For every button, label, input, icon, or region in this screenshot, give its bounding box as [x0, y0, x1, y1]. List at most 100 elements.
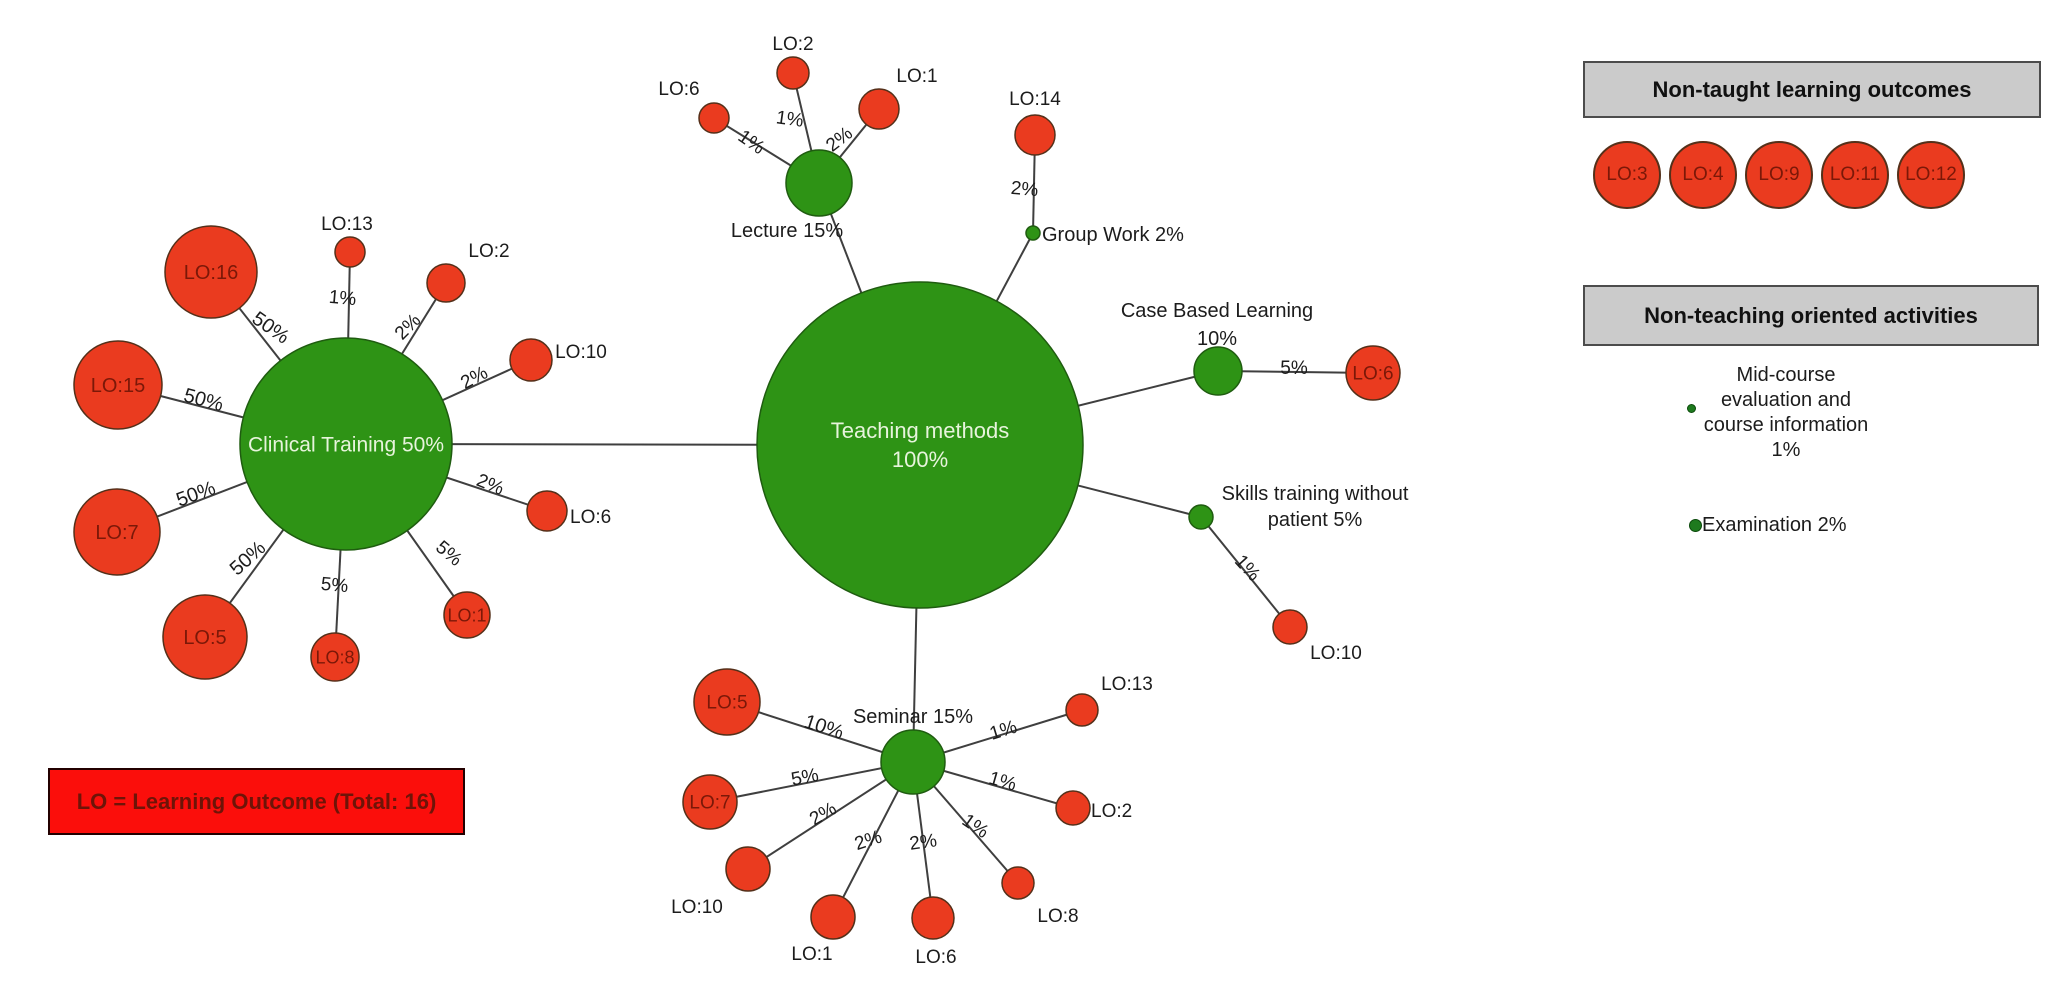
node-lec_lo2 [776, 56, 810, 90]
label-sem_lo8: LO:8 [1037, 906, 1078, 927]
node-teaching [756, 281, 1084, 609]
label-clinical: Clinical Training 50% [248, 433, 444, 456]
label-sem_lo1: LO:1 [791, 944, 832, 965]
examination-label: Examination 2% [1702, 514, 1847, 536]
node-skills [1188, 504, 1214, 530]
edge-label-seminar-sem_lo10: 2% [806, 798, 840, 830]
legend-non-taught-title: Non-taught learning outcomes [1583, 61, 2041, 118]
label-cl_lo2: LO:2 [468, 241, 509, 262]
edge-label-skills-sk_lo10: 1% [1230, 551, 1264, 586]
label-cl_lo6: LO:6 [570, 507, 611, 528]
midcourse-label-line: course information [1703, 414, 1869, 436]
edge-skills-sk_lo10 [1200, 516, 1291, 628]
label-sem_lo5: LO:5 [706, 693, 747, 714]
node-sem_lo13 [1065, 693, 1099, 727]
label-sem_lo2: LO:2 [1091, 801, 1132, 822]
non-taught-lo-lo-11: LO:11 [1821, 141, 1889, 209]
examination-dot-icon [1689, 519, 1702, 532]
node-sem_lo1 [810, 894, 856, 940]
label-seminar: Seminar 15% [853, 706, 973, 728]
label-lec_lo2: LO:2 [772, 34, 813, 55]
edge-label-lecture-lec_lo2: 1% [775, 107, 805, 132]
node-sem_lo6 [911, 896, 955, 940]
label-cl_lo15: LO:15 [91, 375, 145, 397]
node-cl_lo1 [443, 591, 491, 639]
node-cb_lo6 [1345, 345, 1401, 401]
node-sem_lo5 [693, 668, 761, 736]
midcourse-label-line: 1% [1771, 439, 1801, 461]
label-skills: Skills training without patient 5% [1222, 483, 1409, 531]
edge-label-clinical-cl_lo2: 2% [391, 310, 425, 344]
edge-label-seminar-sem_lo5: 10% [801, 711, 846, 744]
node-cl_lo10 [509, 338, 553, 382]
label-lecture: Lecture 15% [731, 220, 844, 242]
node-cl_lo15 [73, 340, 163, 430]
edge-label-casebased-cb_lo6: 5% [1280, 358, 1308, 379]
edge-label-seminar-sem_lo13: 1% [987, 717, 1020, 745]
edge-label-clinical-cl_lo15: 50% [181, 384, 226, 416]
node-sem_lo10 [725, 846, 771, 892]
node-cl_lo13 [334, 236, 366, 268]
edge-label-groupwork-gw_lo14: 2% [1010, 178, 1039, 201]
node-sk_lo10 [1272, 609, 1308, 645]
edge-label-clinical-cl_lo10: 2% [457, 362, 491, 393]
node-groupwork [1025, 225, 1041, 241]
edge-label-clinical-cl_lo13: 1% [328, 287, 357, 310]
edge-seminar-sem_lo10 [747, 761, 914, 870]
node-cl_lo16 [164, 225, 258, 319]
label-sem_lo7: LO:7 [689, 793, 730, 814]
edge-label-seminar-sem_lo2: 1% [986, 768, 1018, 796]
edge-label-seminar-sem_lo8: 1% [958, 810, 993, 843]
label-sem_lo13: LO:13 [1101, 674, 1153, 695]
edge-label-clinical-cl_lo8: 5% [320, 574, 349, 597]
non-taught-lo-lo-4: LO:4 [1669, 141, 1737, 209]
label-cl_lo7: LO:7 [95, 522, 138, 544]
non-taught-lo-lo-12: LO:12 [1897, 141, 1965, 209]
label-cl_lo1: LO:1 [447, 605, 486, 625]
node-cl_lo8 [310, 632, 360, 682]
non-taught-lo-lo-3: LO:3 [1593, 141, 1661, 209]
label-lec_lo6: LO:6 [658, 79, 699, 100]
label-sem_lo6: LO:6 [915, 947, 956, 968]
midcourse-label-line: Mid-course [1736, 364, 1836, 386]
lo-definition-note: LO = Learning Outcome (Total: 16) [48, 768, 465, 835]
label-teaching: Teaching methods 100% [831, 418, 1010, 472]
non-taught-lo-lo-9: LO:9 [1745, 141, 1813, 209]
edge-label-seminar-sem_lo6: 2% [908, 830, 938, 855]
midcourse-dot-icon [1687, 404, 1696, 413]
label-cl_lo16: LO:16 [184, 262, 238, 284]
label-cl_lo10: LO:10 [555, 342, 607, 363]
node-casebased [1193, 346, 1243, 396]
label-casebased: Case Based Learning 10% [1121, 300, 1313, 350]
node-cl_lo2 [426, 263, 466, 303]
edge-label-seminar-sem_lo1: 2% [852, 827, 885, 855]
label-cl_lo8: LO:8 [315, 647, 354, 667]
node-sem_lo2 [1055, 790, 1091, 826]
node-sem_lo7 [682, 774, 738, 830]
label-groupwork: Group Work 2% [1042, 224, 1184, 246]
node-lec_lo6 [698, 102, 730, 134]
edge-label-clinical-cl_lo5: 50% [226, 537, 271, 580]
label-cl_lo13: LO:13 [321, 214, 373, 235]
node-clinical [239, 337, 453, 551]
edge-label-seminar-sem_lo7: 5% [789, 765, 820, 791]
edge-label-lecture-lec_lo6: 1% [734, 126, 769, 159]
label-sem_lo10: LO:10 [671, 897, 723, 918]
label-cl_lo5: LO:5 [183, 627, 226, 649]
node-lecture [785, 149, 853, 217]
legend-non-teaching-title: Non-teaching oriented activities [1583, 285, 2039, 346]
node-cl_lo6 [526, 490, 568, 532]
label-cb_lo6: LO:6 [1352, 364, 1393, 385]
node-cl_lo7 [73, 488, 161, 576]
edge-seminar-sem_lo7 [709, 761, 914, 803]
label-gw_lo14: LO:14 [1009, 89, 1061, 110]
node-gw_lo14 [1014, 114, 1056, 156]
midcourse-label: Mid-course evaluation and course informati… [1663, 363, 1909, 463]
edge-label-clinical-cl_lo7: 50% [173, 477, 218, 511]
node-sem_lo8 [1001, 866, 1035, 900]
edge-label-clinical-cl_lo1: 5% [431, 537, 466, 571]
midcourse-label-line: evaluation and [1720, 389, 1852, 411]
edge-label-clinical-cl_lo16: 50% [248, 308, 294, 349]
